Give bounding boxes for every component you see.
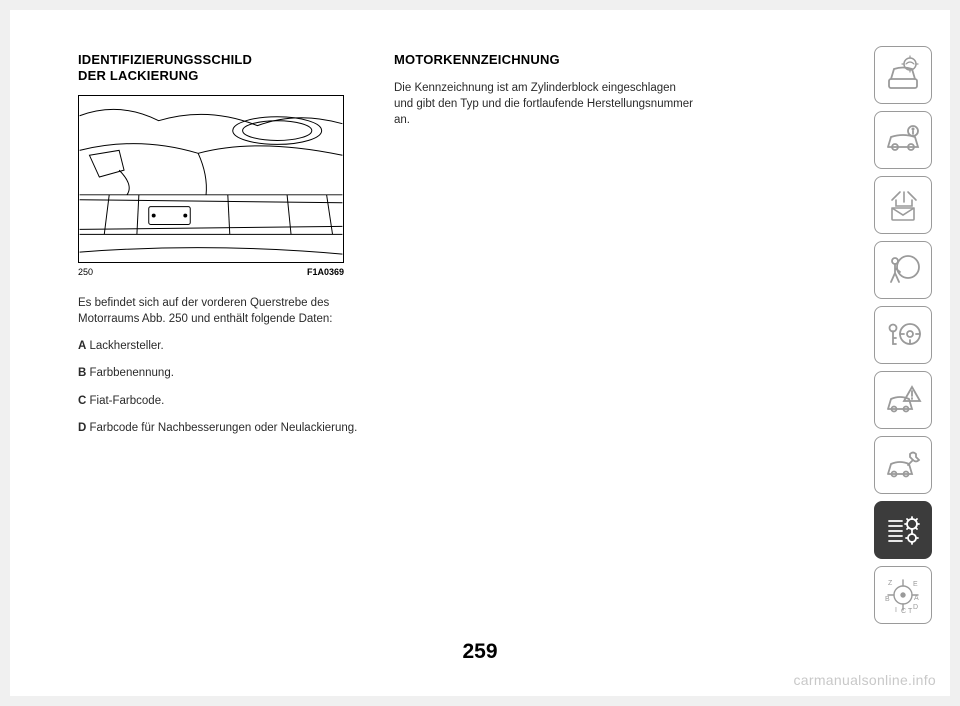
key-wheel-icon — [882, 314, 924, 356]
item-text: Farbcode für Nachbesserungen oder Neulac… — [86, 422, 357, 434]
svg-text:Z: Z — [888, 580, 893, 587]
svg-text:C: C — [901, 608, 906, 615]
list-item: D Farbcode für Nachbesserungen oder Neul… — [78, 420, 358, 436]
heading-line: DER LACKIERUNG — [78, 68, 199, 83]
section-tab-sidebar: ZEBAICTD — [874, 46, 932, 624]
tab-index[interactable]: ZEBAICTD — [874, 566, 932, 624]
list-item: A Lackhersteller. — [78, 338, 358, 354]
tab-lights-messages[interactable] — [874, 176, 932, 234]
tab-key-wheel[interactable] — [874, 306, 932, 364]
figure-number: 250 — [78, 267, 93, 277]
svg-text:E: E — [913, 581, 918, 588]
item-text: Fiat-Farbcode. — [86, 395, 164, 407]
list-item: B Farbbenennung. — [78, 365, 358, 381]
tab-car-warning[interactable] — [874, 371, 932, 429]
page-number: 259 — [462, 640, 497, 664]
light-envelope-icon — [882, 184, 924, 226]
compass-icon: ZEBAICTD — [882, 574, 924, 616]
car-front-icon — [882, 54, 924, 96]
svg-text:A: A — [914, 595, 919, 602]
svg-text:D: D — [913, 604, 918, 611]
list-item: C Fiat-Farbcode. — [78, 393, 358, 409]
car-warning-icon — [882, 379, 924, 421]
column-1: IDENTIFIZIERUNGSSCHILD DER LACKIERUNG — [78, 52, 358, 447]
figure-caption: 250 F1A0369 — [78, 267, 344, 277]
item-text: Farbbenennung. — [86, 367, 174, 379]
tab-specifications[interactable] — [874, 501, 932, 559]
content-area: IDENTIFIZIERUNGSSCHILD DER LACKIERUNG — [10, 10, 950, 447]
car-side-info-icon — [882, 119, 924, 161]
tab-car-info[interactable] — [874, 111, 932, 169]
car-wrench-icon — [882, 444, 924, 486]
airbag-icon — [882, 249, 924, 291]
tab-airbag[interactable] — [874, 241, 932, 299]
section-heading-1: IDENTIFIZIERUNGSSCHILD DER LACKIERUNG — [78, 52, 358, 83]
figure-code: F1A0369 — [307, 267, 344, 277]
engine-bay-illustration — [79, 96, 343, 262]
heading-line: IDENTIFIZIERUNGSSCHILD — [78, 52, 252, 67]
item-text: Lackhersteller. — [86, 340, 163, 352]
section-heading-2: MOTORKENNZEICHNUNG — [394, 52, 694, 68]
spec-gear-icon — [882, 509, 924, 551]
intro-text: Es befindet sich auf der vorderen Querst… — [78, 295, 358, 327]
figure-paint-plate — [78, 95, 344, 263]
tab-car-service[interactable] — [874, 436, 932, 494]
svg-text:B: B — [885, 596, 890, 603]
manual-page: IDENTIFIZIERUNGSSCHILD DER LACKIERUNG — [10, 10, 950, 696]
column-2: MOTORKENNZEICHNUNG Die Kennzeichnung ist… — [394, 52, 694, 447]
body-text: Die Kennzeichnung ist am Zylinderblock e… — [394, 80, 694, 128]
tab-car-front[interactable] — [874, 46, 932, 104]
svg-text:I: I — [895, 607, 897, 614]
